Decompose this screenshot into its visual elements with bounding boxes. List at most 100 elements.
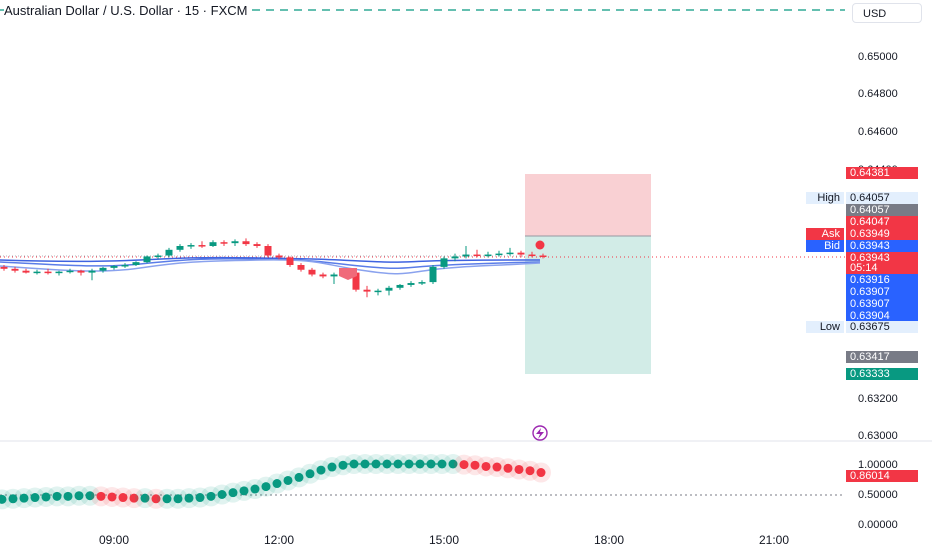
- candle-body[interactable]: [253, 244, 261, 246]
- candle-body[interactable]: [506, 252, 514, 255]
- candle-body[interactable]: [528, 254, 536, 257]
- indicator-dot: [393, 459, 403, 469]
- candle-body[interactable]: [66, 270, 74, 273]
- candle-body[interactable]: [143, 256, 151, 263]
- candle-body[interactable]: [407, 283, 415, 285]
- candle-body[interactable]: [176, 246, 184, 250]
- lightning-icon[interactable]: [532, 425, 548, 441]
- candle-body[interactable]: [330, 274, 338, 277]
- candle-body[interactable]: [242, 241, 250, 245]
- price-tick: 0.63200: [858, 393, 898, 405]
- candle-body[interactable]: [440, 258, 448, 267]
- target-zone[interactable]: [525, 174, 651, 236]
- indicator-dot: [41, 492, 51, 502]
- indicator-dot: [129, 493, 139, 503]
- candle-body[interactable]: [187, 245, 195, 247]
- candle-body[interactable]: [11, 268, 19, 271]
- candle-body[interactable]: [55, 271, 63, 274]
- indicator-dots: [0, 454, 551, 510]
- indicator-dot: [404, 459, 414, 469]
- candle-body[interactable]: [429, 266, 437, 283]
- indicator-dot: [173, 494, 183, 504]
- candle-body[interactable]: [462, 254, 470, 257]
- candle-body[interactable]: [198, 245, 206, 247]
- candle-body[interactable]: [539, 255, 547, 258]
- indicator-dot: [481, 461, 491, 471]
- indicator-dot: [338, 460, 348, 470]
- candles-group: [0, 238, 547, 298]
- time-tick: 12:00: [263, 533, 295, 547]
- target-price-tag: 0.64381: [846, 167, 918, 179]
- indicator-dot: [195, 493, 205, 503]
- candle-body[interactable]: [231, 241, 239, 244]
- symbol-title[interactable]: Australian Dollar / U.S. Dollar · 15 · F…: [4, 3, 252, 18]
- bid-price: 0.63943: [846, 240, 918, 252]
- price-tick: 0.63000: [858, 430, 898, 442]
- candle-body[interactable]: [22, 270, 30, 273]
- bid-label: Bid: [806, 240, 844, 252]
- alert-dot[interactable]: [535, 240, 545, 250]
- candle-body[interactable]: [308, 269, 316, 275]
- candle-body[interactable]: [484, 254, 492, 257]
- candle-body[interactable]: [264, 246, 272, 256]
- indicator-dot: [206, 491, 216, 501]
- indicator-dot: [151, 494, 161, 504]
- currency-selector[interactable]: USD: [852, 3, 922, 23]
- candle-body[interactable]: [374, 290, 382, 293]
- ma-price-tag: 0.63907: [846, 286, 918, 298]
- low-label: Low: [806, 321, 844, 333]
- candle-body[interactable]: [121, 265, 129, 267]
- candle-body[interactable]: [0, 266, 8, 269]
- candle-body[interactable]: [297, 265, 305, 270]
- indicator-dot: [52, 491, 62, 501]
- candle-body[interactable]: [275, 255, 283, 258]
- candle-body[interactable]: [110, 265, 118, 268]
- indicator-dot: [305, 469, 315, 479]
- candle-body[interactable]: [396, 284, 404, 288]
- candle-body[interactable]: [517, 252, 525, 255]
- indicator-dot: [437, 459, 447, 469]
- high-price-box: 0.64057: [846, 204, 918, 216]
- level-price-tag: 0.63417: [846, 351, 918, 363]
- high-price: 0.64057: [846, 192, 918, 204]
- candle-body[interactable]: [132, 262, 140, 265]
- candle-body[interactable]: [165, 249, 173, 256]
- candle-body[interactable]: [495, 253, 503, 256]
- candle-body[interactable]: [99, 267, 107, 271]
- indicator-dot: [96, 491, 106, 501]
- indicator-dot: [261, 482, 271, 492]
- indicator-dot: [283, 475, 293, 485]
- candle-body[interactable]: [451, 256, 459, 259]
- bar-countdown: 05:14: [846, 262, 918, 274]
- indicator-dot: [360, 459, 370, 469]
- candle-body[interactable]: [319, 274, 327, 277]
- candle-body[interactable]: [352, 272, 360, 290]
- candle-body[interactable]: [418, 282, 426, 284]
- price-tick: 0.64800: [858, 88, 898, 100]
- candle-body[interactable]: [154, 255, 162, 258]
- indicator-dot: [426, 459, 436, 469]
- stop-zone[interactable]: [525, 236, 651, 374]
- indicator-dot: [140, 493, 150, 503]
- indicator-dot: [536, 468, 546, 478]
- indicator-dot: [272, 479, 282, 489]
- candle-body[interactable]: [220, 242, 228, 244]
- ask-price: 0.63949: [846, 228, 918, 240]
- indicator-dot: [250, 484, 260, 494]
- candle-body[interactable]: [385, 287, 393, 291]
- candle-body[interactable]: [363, 289, 371, 292]
- indicator-dot: [327, 462, 337, 472]
- price-tick: 0.64600: [858, 126, 898, 138]
- indicator-dot: [514, 464, 524, 474]
- indicator-dot: [118, 493, 128, 503]
- signal-marker[interactable]: [339, 268, 357, 280]
- candle-body[interactable]: [44, 271, 52, 274]
- indicator-dot: [63, 491, 73, 501]
- candle-body[interactable]: [88, 270, 96, 273]
- candle-body[interactable]: [77, 270, 85, 273]
- candle-body[interactable]: [33, 271, 41, 274]
- candle-body[interactable]: [473, 254, 481, 257]
- candle-body[interactable]: [286, 257, 294, 265]
- candle-body[interactable]: [209, 242, 217, 246]
